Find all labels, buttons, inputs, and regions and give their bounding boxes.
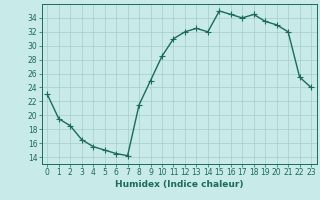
- X-axis label: Humidex (Indice chaleur): Humidex (Indice chaleur): [115, 180, 244, 189]
